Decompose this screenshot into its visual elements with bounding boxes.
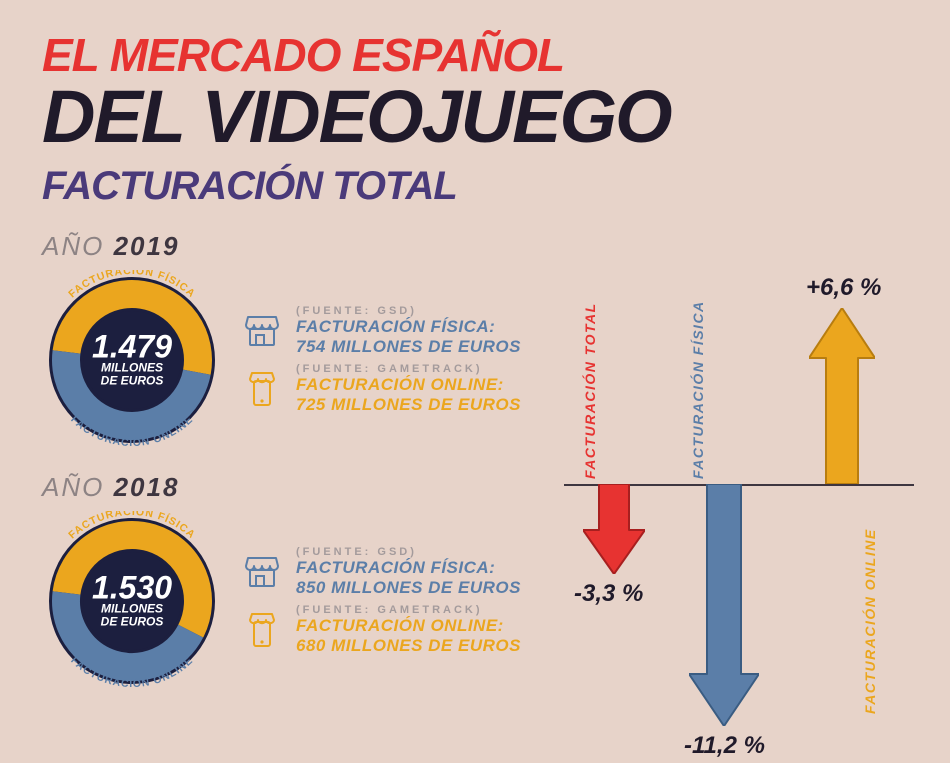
subtitle: FACTURACIÓN TOTAL <box>42 164 950 209</box>
arrow-label: FACTURACIÓN TOTAL <box>582 289 598 479</box>
stat-label: FACTURACIÓN ONLINE: <box>296 616 521 636</box>
stat-row: (FUENTE: GSD) FACTURACIÓN FÍSICA: 850 MI… <box>242 546 521 598</box>
donut-unit: DE EUROS <box>92 616 172 629</box>
phone-icon <box>242 610 282 650</box>
donut-unit: MILLONES <box>92 362 172 375</box>
arrow-label: FACTURACIÓN FÍSICA <box>690 289 706 479</box>
arrow-facturación-física <box>689 484 759 726</box>
donut-value: 1.530 <box>92 574 172 603</box>
arrow-pct: -3,3 % <box>574 580 643 608</box>
stat-row: (FUENTE: GSD) FACTURACIÓN FÍSICA: 754 MI… <box>242 305 521 357</box>
arrows-chart: FACTURACIÓN TOTAL -3,3 % FACTURACIÓN FÍSI… <box>564 266 914 736</box>
title-line1: EL MERCADO ESPAÑOL <box>42 28 950 82</box>
donut-chart: FACTURACIÓN FÍSICA FACTURACIÓN ONLINE 1.… <box>42 270 222 450</box>
phone-icon <box>242 369 282 409</box>
arrow-pct: -11,2 % <box>684 732 765 760</box>
stat-source: (FUENTE: GSD) <box>296 305 521 317</box>
stat-source: (FUENTE: GSD) <box>296 546 521 558</box>
stat-label: FACTURACIÓN FÍSICA: <box>296 558 521 578</box>
stat-row: (FUENTE: GAMETRACK) FACTURACIÓN ONLINE: … <box>242 604 521 656</box>
store-icon <box>242 311 282 351</box>
donut-unit: DE EUROS <box>92 375 172 388</box>
stat-value: 850 MILLONES DE EUROS <box>296 578 521 598</box>
donut-chart: FACTURACIÓN FÍSICA FACTURACIÓN ONLINE 1.… <box>42 511 222 691</box>
title-block: EL MERCADO ESPAÑOL DEL VIDEOJUEGO FACTUR… <box>0 0 950 209</box>
stats-block: (FUENTE: GSD) FACTURACIÓN FÍSICA: 754 MI… <box>242 299 521 421</box>
stat-label: FACTURACIÓN FÍSICA: <box>296 317 521 337</box>
stats-block: (FUENTE: GSD) FACTURACIÓN FÍSICA: 850 MI… <box>242 540 521 662</box>
arrow-label: FACTURACIÓN ONLINE <box>862 494 878 714</box>
donut-value: 1.479 <box>92 333 172 362</box>
stat-value: 754 MILLONES DE EUROS <box>296 337 521 357</box>
title-line2: DEL VIDEOJUEGO <box>42 82 950 152</box>
stat-row: (FUENTE: GAMETRACK) FACTURACIÓN ONLINE: … <box>242 363 521 415</box>
stat-value: 725 MILLONES DE EUROS <box>296 395 521 415</box>
year-label: AÑO 2019 <box>42 231 950 262</box>
stat-label: FACTURACIÓN ONLINE: <box>296 375 521 395</box>
stat-source: (FUENTE: GAMETRACK) <box>296 363 521 375</box>
arrow-pct: +6,6 % <box>806 274 881 302</box>
arrow-facturación-online <box>809 308 875 484</box>
stat-value: 680 MILLONES DE EUROS <box>296 636 521 656</box>
donut-unit: MILLONES <box>92 603 172 616</box>
arrow-facturación-total <box>583 484 645 574</box>
stat-source: (FUENTE: GAMETRACK) <box>296 604 521 616</box>
store-icon <box>242 552 282 592</box>
